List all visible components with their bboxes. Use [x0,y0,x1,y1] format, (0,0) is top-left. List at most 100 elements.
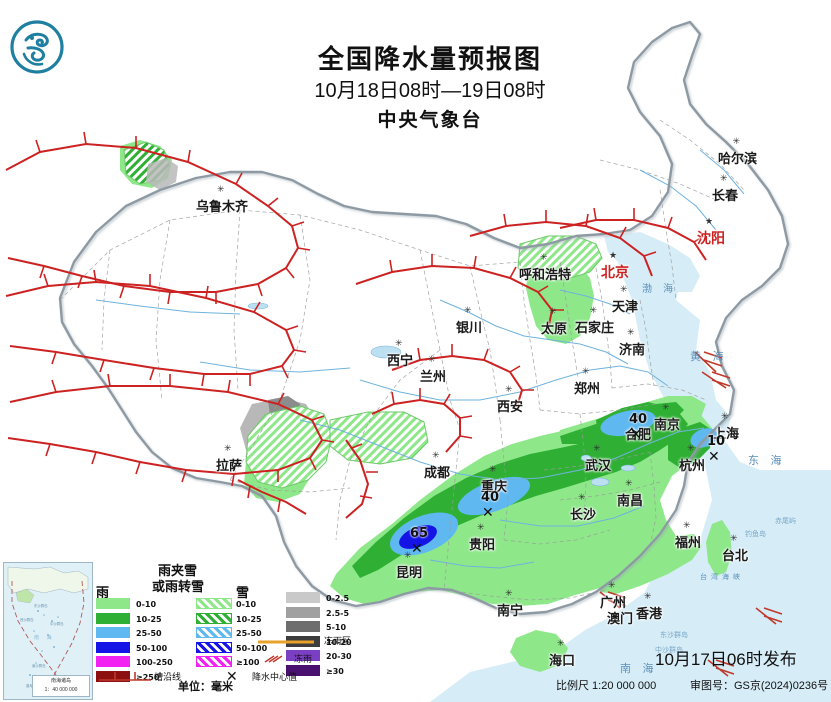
city-label-jinan: 济南 [619,343,646,358]
map-scale: 比例尺 1:20 000 000 [556,680,657,692]
city-label-changsha: 长沙 [570,508,597,523]
legend: 雨 雨夹雪 或雨转雪 雪 0-10 10-25 25-50 50-100 100-250… [96,560,396,698]
city-label-fuzhou: 福州 [675,536,702,551]
center-chongqing-value: 40 [481,490,500,505]
legend-sleet-label-2: 25-50 [236,629,262,638]
approval-number: 审图号：GS京(2024)0236号 [690,680,829,692]
center-chongqing-marker: ✕ [482,504,494,520]
page-title: 全国降水量预报图 [317,44,542,74]
legend-unit: 单位：毫米 [178,681,233,693]
sea-label-taiwan-strait: 台湾海峡 [700,573,744,581]
city-label-taiyuan: 太原 [541,322,568,337]
city-marker-lanzhou: ✳ [428,354,436,364]
city-marker-shanghai: ✳ [721,411,729,421]
city-label-lanzhou: 兰州 [420,370,447,385]
legend-snow-swatch-1 [286,606,320,618]
legend-freezing-rain-label: 冻雨 [294,654,313,664]
precip-center-icon: ✕ [226,668,238,684]
legend-rain-swatch-0 [96,598,130,609]
legend-sleet-swatch-4 [196,656,232,667]
island-label-zhongsha: 中沙群岛 [655,647,683,654]
city-marker-xian: ✳ [505,384,513,394]
city-marker-tianjin: ✳ [620,284,628,294]
city-label-hefei: 合肥 [625,428,652,443]
legend-sleet-label-4: ≥100 [236,658,260,667]
city-label-beijing: 北京 [601,265,629,281]
legend-rain-label-1: 10-25 [136,614,162,624]
city-label-nanchang: 南昌 [617,494,644,509]
city-label-guiyang: 贵阳 [469,538,496,553]
city-marker-shenyang: ★ [705,216,714,226]
city-marker-shijiazhuang: ✳ [589,305,598,315]
city-marker-nanjing: ✳ [662,402,670,412]
legend-sleet-swatch-3 [196,641,232,653]
trough-line-icon [99,672,151,681]
legend-snow-label-3: 10-20 [326,637,352,647]
inset-scale-box: 南海诸岛 1：40 000 000 [32,675,90,697]
city-marker-macau: ✳ [615,596,623,606]
city-label-shanghai: 上海 [713,427,740,442]
city-marker-guangzhou: ✳ [608,580,616,590]
city-label-nanjing: 南京 [654,418,681,433]
city-marker-fuzhou: ✳ [683,520,691,530]
south-china-sea-inset: 东沙群岛 西沙群岛 中沙群岛 南沙群岛 曾母暗沙 南 海 南海诸岛 1：40 0… [3,562,93,700]
freezing-rain-icon [264,655,283,663]
center-hefei-value: 40 [629,412,648,427]
legend-rain-label-2: 25-50 [136,629,162,638]
city-marker-hohhot: ✳ [540,252,548,262]
legend-rain-swatch-3 [96,641,130,653]
sea-label-east-china-sea: 东 海 [748,454,786,467]
precip-area-sleet [123,141,603,489]
city-label-zhengzhou: 郑州 [574,382,601,397]
national-boundary [58,20,790,616]
legend-rain-swatch-2 [96,627,130,638]
island-label-dongsha-islands: 东沙群岛 [660,632,688,639]
city-label-hongkong: 香港 [636,607,663,622]
city-marker-wuhan: ✳ [593,443,601,453]
city-marker-yinchuan: ✳ [464,305,472,315]
city-marker-chongqing: ✳ [489,464,497,474]
issue-time: 10月17日06时发布 [655,650,797,669]
city-marker-nanning: ✳ [505,588,513,598]
province-borders [59,119,745,601]
issuing-agency: 中央气象台 [377,110,483,131]
legend-trough-line-label: 槽沿线 [154,672,182,682]
city-label-kunming: 昆明 [396,566,423,581]
city-label-hangzhou: 杭州 [679,459,706,474]
legend-sleet-swatch-2 [196,627,232,638]
city-label-harbin: 哈尔滨 [718,152,758,167]
legend-precip-center-label: 降水中心值 [252,672,298,682]
city-label-chongqing: 重庆 [481,480,508,495]
freezing-rain-marks [599,351,783,677]
legend-snow-label-1: 2.5-5 [326,608,350,618]
city-marker-lhasa: ✳ [224,443,232,453]
city-label-shijiazhuang: 石家庄 [575,321,615,336]
city-marker-urumqi: ✳ [217,184,225,194]
forecast-period: 10月18日08时—19日08时 [314,80,546,102]
legend-snow-swatch-0 [286,592,320,603]
city-label-changchun: 长春 [712,189,739,204]
legend-sleet-swatch-1 [196,612,232,624]
city-marker-xining: ✳ [395,338,403,348]
city-marker-changchun: ✳ [720,173,728,183]
legend-sleet-label-1: 10-25 [236,614,262,624]
city-marker-taipei: ✳ [730,533,738,543]
svg-text:南沙群岛: 南沙群岛 [32,663,46,668]
rivers [95,149,745,569]
legend-rain-swatch-4 [96,656,130,667]
city-marker-jinan: ✳ [627,327,635,337]
cma-dragon-logo [8,18,66,76]
city-label-xining: 西宁 [387,354,414,369]
center-hangzhou-marker: ✕ [708,448,720,464]
city-marker-beijing: ★ [609,250,618,260]
island-label-diaoyu-island: 钓鱼岛 [745,531,766,538]
city-label-hohhot: 呼和浩特 [519,268,572,283]
legend-rain-swatch-5 [96,670,130,682]
city-marker-hefei: ✳ [633,412,641,422]
legend-snow-label-5: ≥30 [326,666,344,676]
city-marker-zhengzhou: ✳ [582,366,590,376]
legend-snow-swatch-5 [286,664,320,676]
legend-heading-sleet-line2: 或雨转雪 [152,579,205,594]
